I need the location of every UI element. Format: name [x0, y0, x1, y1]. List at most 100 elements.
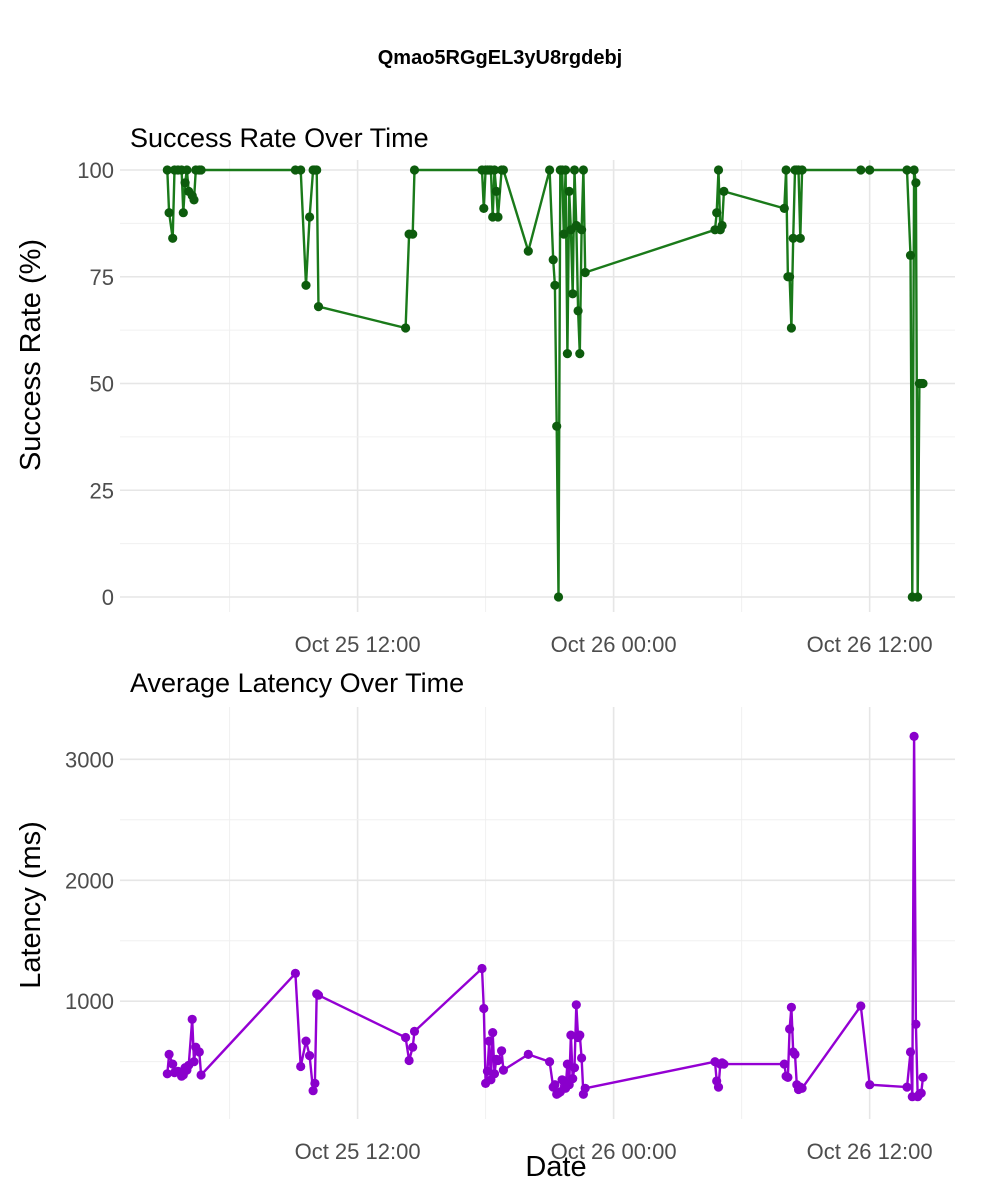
success-rate-data-point — [785, 272, 795, 282]
latency-data-point — [305, 1051, 315, 1061]
success-rate-data-point — [905, 250, 916, 260]
success-rate-data-point — [569, 165, 580, 175]
latency-x-tick-label: Oct 25 12:00 — [295, 1139, 421, 1164]
success-rate-data-point — [577, 225, 587, 235]
success-rate-data-point — [408, 229, 418, 239]
success-rate-data-point — [552, 421, 562, 431]
success-rate-chart-title: Success Rate Over Time — [130, 123, 429, 153]
success-rate-data-point — [180, 178, 190, 188]
latency-x-axis-label: Date — [525, 1151, 586, 1183]
latency-data-point — [477, 963, 487, 974]
success-rate-data-point — [856, 165, 866, 175]
latency-data-point — [310, 1078, 320, 1088]
latency-data-point — [523, 1049, 533, 1059]
success-rate-data-point — [189, 195, 199, 205]
success-rate-panel: Success Rate Over Time 0 25 50 75 100 Oct 25… — [15, 123, 955, 657]
latency-data-point — [719, 1059, 729, 1069]
success-rate-data-point — [523, 246, 533, 256]
success-rate-data-point — [545, 165, 555, 175]
success-rate-data-point — [719, 186, 729, 196]
success-rate-data-point — [561, 165, 571, 175]
latency-data-point — [571, 1000, 581, 1010]
latency-data-point — [713, 1082, 724, 1092]
latency-data-point — [401, 1032, 411, 1043]
latency-data-point — [484, 1036, 494, 1046]
latency-data-point — [489, 1069, 500, 1079]
success-rate-data-point — [401, 323, 411, 333]
latency-y-tick-label: 2000 — [65, 868, 114, 893]
latency-data-point — [189, 1057, 199, 1067]
latency-chart-title: Average Latency Over Time — [130, 668, 464, 698]
latency-data-point — [916, 1088, 926, 1098]
success-rate-x-tick-label: Oct 26 12:00 — [807, 632, 933, 657]
latency-data-point — [404, 1055, 414, 1066]
success-rate-y-tick-label: 25 — [90, 478, 114, 503]
latency-data-point — [479, 1003, 489, 1014]
latency-y-tick-labels: 1000 2000 3000 — [65, 747, 114, 1014]
success-rate-data-point — [911, 178, 921, 188]
latency-data-point — [550, 1080, 560, 1090]
latency-x-tick-label: Oct 26 12:00 — [807, 1139, 933, 1164]
success-rate-data-point — [559, 229, 569, 239]
latency-data-point — [790, 1049, 800, 1059]
success-rate-data-point — [312, 165, 322, 175]
latency-x-tick-labels: Oct 25 12:00 Oct 26 00:00 Oct 26 12:00 — [295, 1139, 933, 1164]
latency-data-point — [575, 1030, 585, 1040]
latency-data-point — [545, 1057, 555, 1067]
latency-data-point — [162, 1069, 172, 1079]
success-rate-data-point — [573, 306, 583, 316]
latency-data-point — [918, 1072, 928, 1082]
success-rate-data-point — [168, 233, 178, 243]
latency-data-point — [902, 1082, 912, 1092]
success-rate-data-point — [788, 233, 798, 243]
success-rate-data-point — [491, 186, 501, 196]
success-rate-data-point — [196, 165, 206, 175]
success-rate-data-point — [564, 186, 574, 196]
success-rate-data-point — [717, 220, 727, 231]
latency-data-point — [785, 1024, 795, 1034]
latency-data-point — [909, 731, 919, 742]
latency-x-tick-label: Oct 26 00:00 — [551, 1139, 677, 1164]
success-rate-series — [162, 165, 928, 602]
success-rate-y-tick-label: 0 — [102, 585, 114, 610]
latency-data-point — [493, 1055, 503, 1066]
latency-data-point — [290, 968, 300, 979]
success-rate-data-point — [178, 208, 188, 218]
success-rate-data-point — [797, 165, 807, 175]
latency-data-point — [168, 1059, 178, 1069]
latency-data-point — [856, 1001, 866, 1011]
success-rate-data-point — [562, 349, 573, 359]
latency-data-point — [296, 1061, 306, 1072]
latency-data-point — [498, 1065, 508, 1075]
latency-data-point — [779, 1059, 789, 1069]
success-rate-data-point — [713, 165, 724, 175]
success-rate-y-tick-label: 100 — [77, 158, 114, 183]
success-rate-data-point — [479, 203, 489, 213]
success-rate-data-point — [550, 280, 560, 290]
latency-data-point — [308, 1086, 318, 1096]
success-rate-y-tick-label: 75 — [90, 265, 114, 290]
success-rate-data-point — [781, 165, 791, 175]
success-rate-data-point — [712, 208, 722, 218]
success-rate-x-tick-label: Oct 26 00:00 — [551, 632, 677, 657]
latency-data-point — [580, 1083, 590, 1093]
success-rate-data-point — [313, 302, 324, 312]
latency-data-point — [196, 1070, 206, 1080]
latency-data-point — [786, 1002, 797, 1012]
success-rate-data-point — [913, 592, 923, 602]
latency-data-point — [865, 1080, 875, 1090]
latency-data-point — [562, 1059, 573, 1069]
success-rate-data-point — [580, 267, 590, 278]
success-rate-data-point — [296, 165, 306, 175]
success-rate-data-point — [795, 233, 805, 243]
success-rate-data-point — [865, 165, 875, 175]
latency-grid — [120, 707, 955, 1119]
latency-data-point — [488, 1028, 498, 1038]
latency-data-point — [187, 1014, 197, 1024]
latency-y-tick-label: 1000 — [65, 989, 114, 1014]
latency-panel: Average Latency Over Time 1000 2000 3000 O… — [15, 668, 955, 1183]
success-rate-data-point — [548, 255, 558, 265]
latency-data-point — [301, 1036, 311, 1046]
latency-data-point — [797, 1083, 807, 1093]
